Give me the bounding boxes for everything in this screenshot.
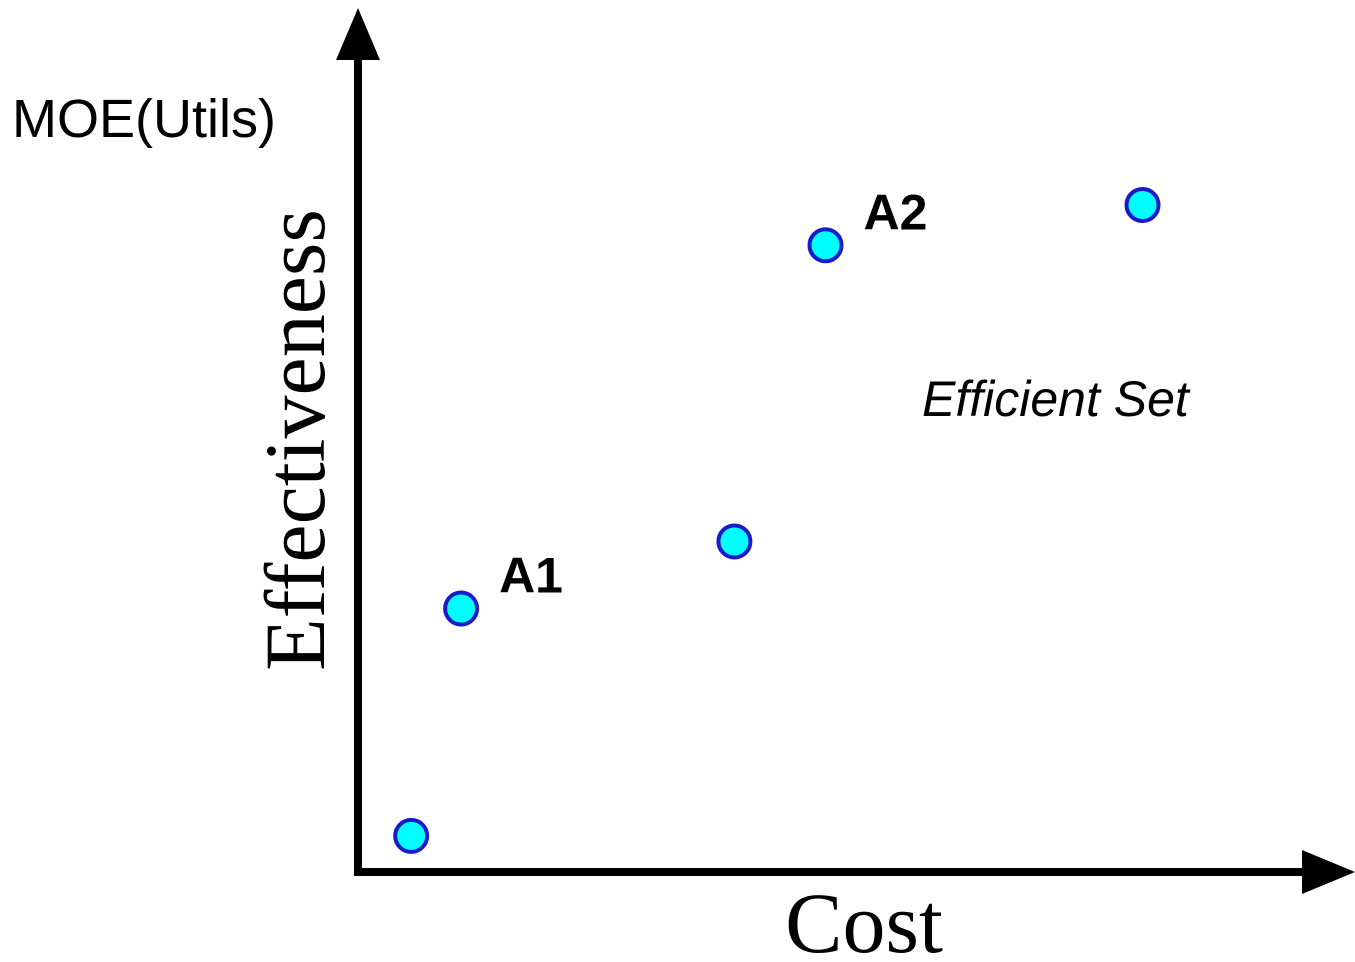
efficient-set-annotation: Efficient Set <box>922 371 1191 427</box>
data-point-5 <box>1124 187 1161 223</box>
point-label-a2: A2 <box>864 184 928 240</box>
y-unit-label: MOE(Utils) <box>12 89 276 149</box>
y-axis-label: Effectiveness <box>247 209 343 671</box>
x-axis-arrow <box>1302 850 1355 894</box>
x-axis-label: Cost <box>785 875 943 962</box>
data-point-4 <box>807 227 844 264</box>
data-point-3 <box>716 523 753 560</box>
data-point-2 <box>443 590 480 627</box>
y-axis-arrow <box>336 8 380 60</box>
data-point-1 <box>393 817 430 854</box>
point-label-a1: A1 <box>499 548 563 604</box>
points-layer: A1 A2 <box>393 184 1161 854</box>
